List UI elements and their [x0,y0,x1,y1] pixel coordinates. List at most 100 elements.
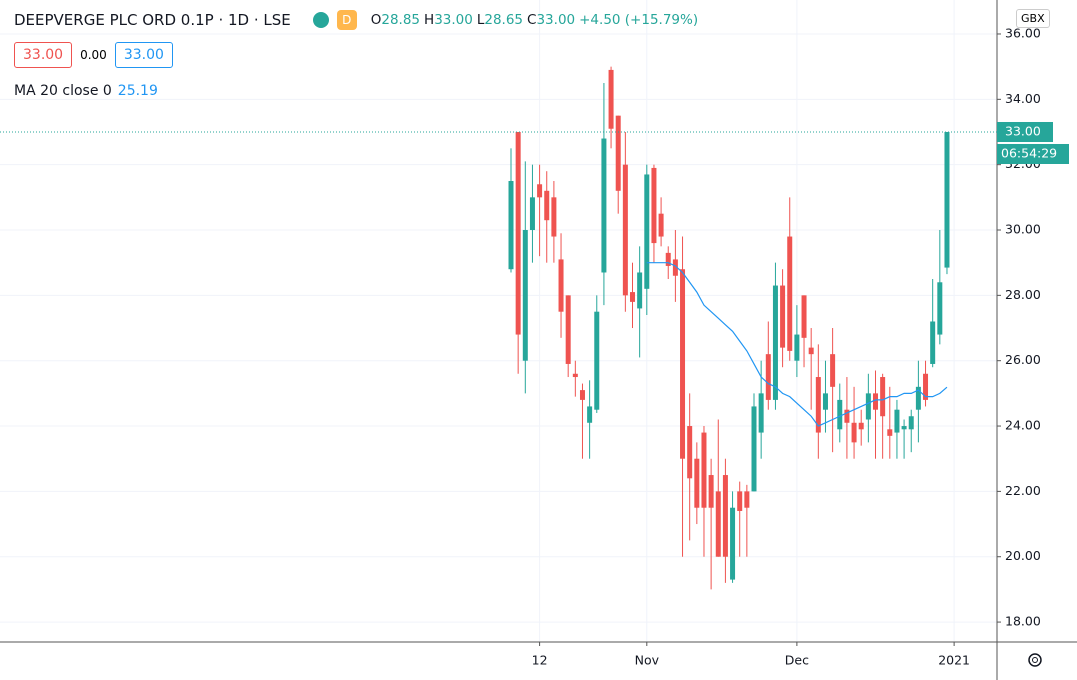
candle-body [658,213,664,237]
candle-body [544,190,550,221]
candle-body [701,432,707,508]
candle-body [630,292,636,302]
candle-body [687,426,693,479]
candle-body [794,334,800,361]
ohlc: O28.85 H33.00 L28.65 C33.00 +4.50 (+15.79%) [371,12,698,28]
candle-body [579,390,585,400]
ohlc-key: H [424,12,435,28]
candle-body [844,409,850,423]
buy-box[interactable]: 33.00 [114,42,173,68]
ohlc-key: O [370,12,382,28]
sell-box[interactable]: 33.00 [14,42,73,68]
candle-body [508,181,514,270]
order-boxes: 33.00 0.00 33.00 [14,42,173,68]
ma-legend: MA 20 close 0 25.19 [14,83,158,99]
candle-body [615,115,621,191]
candle-body [930,321,936,364]
candle-body [715,491,721,557]
candle-body [944,131,950,268]
y-tick-label: 36.00 [1005,25,1041,40]
status-dot [312,12,329,28]
candle-body [744,491,750,508]
badge: D [336,10,357,30]
candle-body [873,393,879,410]
candle-body [908,416,914,430]
candle-body [644,174,650,289]
candle-body [587,406,593,423]
candle-body [601,138,607,273]
candle-body [915,386,921,410]
candle-body [565,295,571,364]
candle-body [780,285,786,348]
candle-body [680,269,686,459]
candle-body [858,422,864,430]
ohlc-value: 28.65 [484,12,524,28]
x-tick-label: 12 [532,653,548,668]
currency[interactable]: GBX [1016,9,1050,28]
candle-body [880,377,886,417]
y-tick-label: 26.00 [1005,352,1041,367]
x-tick-label: Nov [635,653,660,668]
y-tick-label: 22.00 [1005,483,1041,498]
change: +4.50 (+15.79%) [579,12,699,28]
y-tick-label: 34.00 [1005,91,1041,106]
y-tick-label: 20.00 [1005,548,1041,563]
candle-body [572,373,578,378]
candle-body [637,272,643,309]
ohlc-key: L [476,12,485,28]
ma-label: MA 20 close 0 [14,83,112,99]
ohlc-key: C [527,12,537,28]
candle-body [901,426,907,430]
candle-body [801,295,807,338]
candle-body [737,491,743,511]
candle-body [694,458,700,508]
candle-body [865,393,871,420]
candle-body [529,197,535,231]
candle-body [772,285,778,400]
last-price-label: 33.00 [1005,123,1041,138]
countdown: 06:54:29 [1001,145,1057,160]
candle-body [923,373,929,400]
y-tick-label: 18.00 [1005,614,1041,629]
y-tick-label: 30.00 [1005,222,1041,237]
settings-icon[interactable] [1028,653,1042,667]
candle-body [522,230,528,361]
candle-body [830,354,836,387]
candle-body [765,354,771,400]
candle-body [665,252,671,266]
candle-body [808,347,814,355]
candle-body [894,409,900,433]
candle-body [722,475,728,557]
candle-body [558,259,564,312]
candle-body [851,422,857,443]
y-tick-label: 28.00 [1005,287,1041,302]
candle-body [787,236,793,351]
candle-body [594,311,600,410]
y-tick-label: 24.00 [1005,418,1041,433]
candle-body [708,475,714,508]
ohlc-value: 28.85 [381,12,421,28]
x-tick-label: 2021 [938,653,970,668]
candle-body [730,507,736,580]
last-price-bg [997,121,1053,142]
spread: 0.00 [80,48,107,62]
legend: DEEPVERGE PLC ORD 0.1P · 1D · LSE D O28.… [14,10,698,30]
candle-body [837,399,843,430]
x-tick-label: Dec [785,653,809,668]
candle-body [537,184,543,198]
ohlc-value: 33.00 [434,12,473,28]
candle-body [672,259,678,276]
ma-value: 25.19 [117,83,158,99]
candle-body [515,131,521,335]
candle-body [815,377,821,433]
candle-body [651,167,657,244]
candle-body [622,164,628,296]
candle-body [608,69,614,129]
candle-body [751,406,757,492]
candle-body [758,393,764,433]
countdown-bg [997,143,1069,164]
candle-body [887,429,893,436]
symbol-title: DEEPVERGE PLC ORD 0.1P · 1D · LSE [14,11,291,29]
candle-body [937,282,943,335]
